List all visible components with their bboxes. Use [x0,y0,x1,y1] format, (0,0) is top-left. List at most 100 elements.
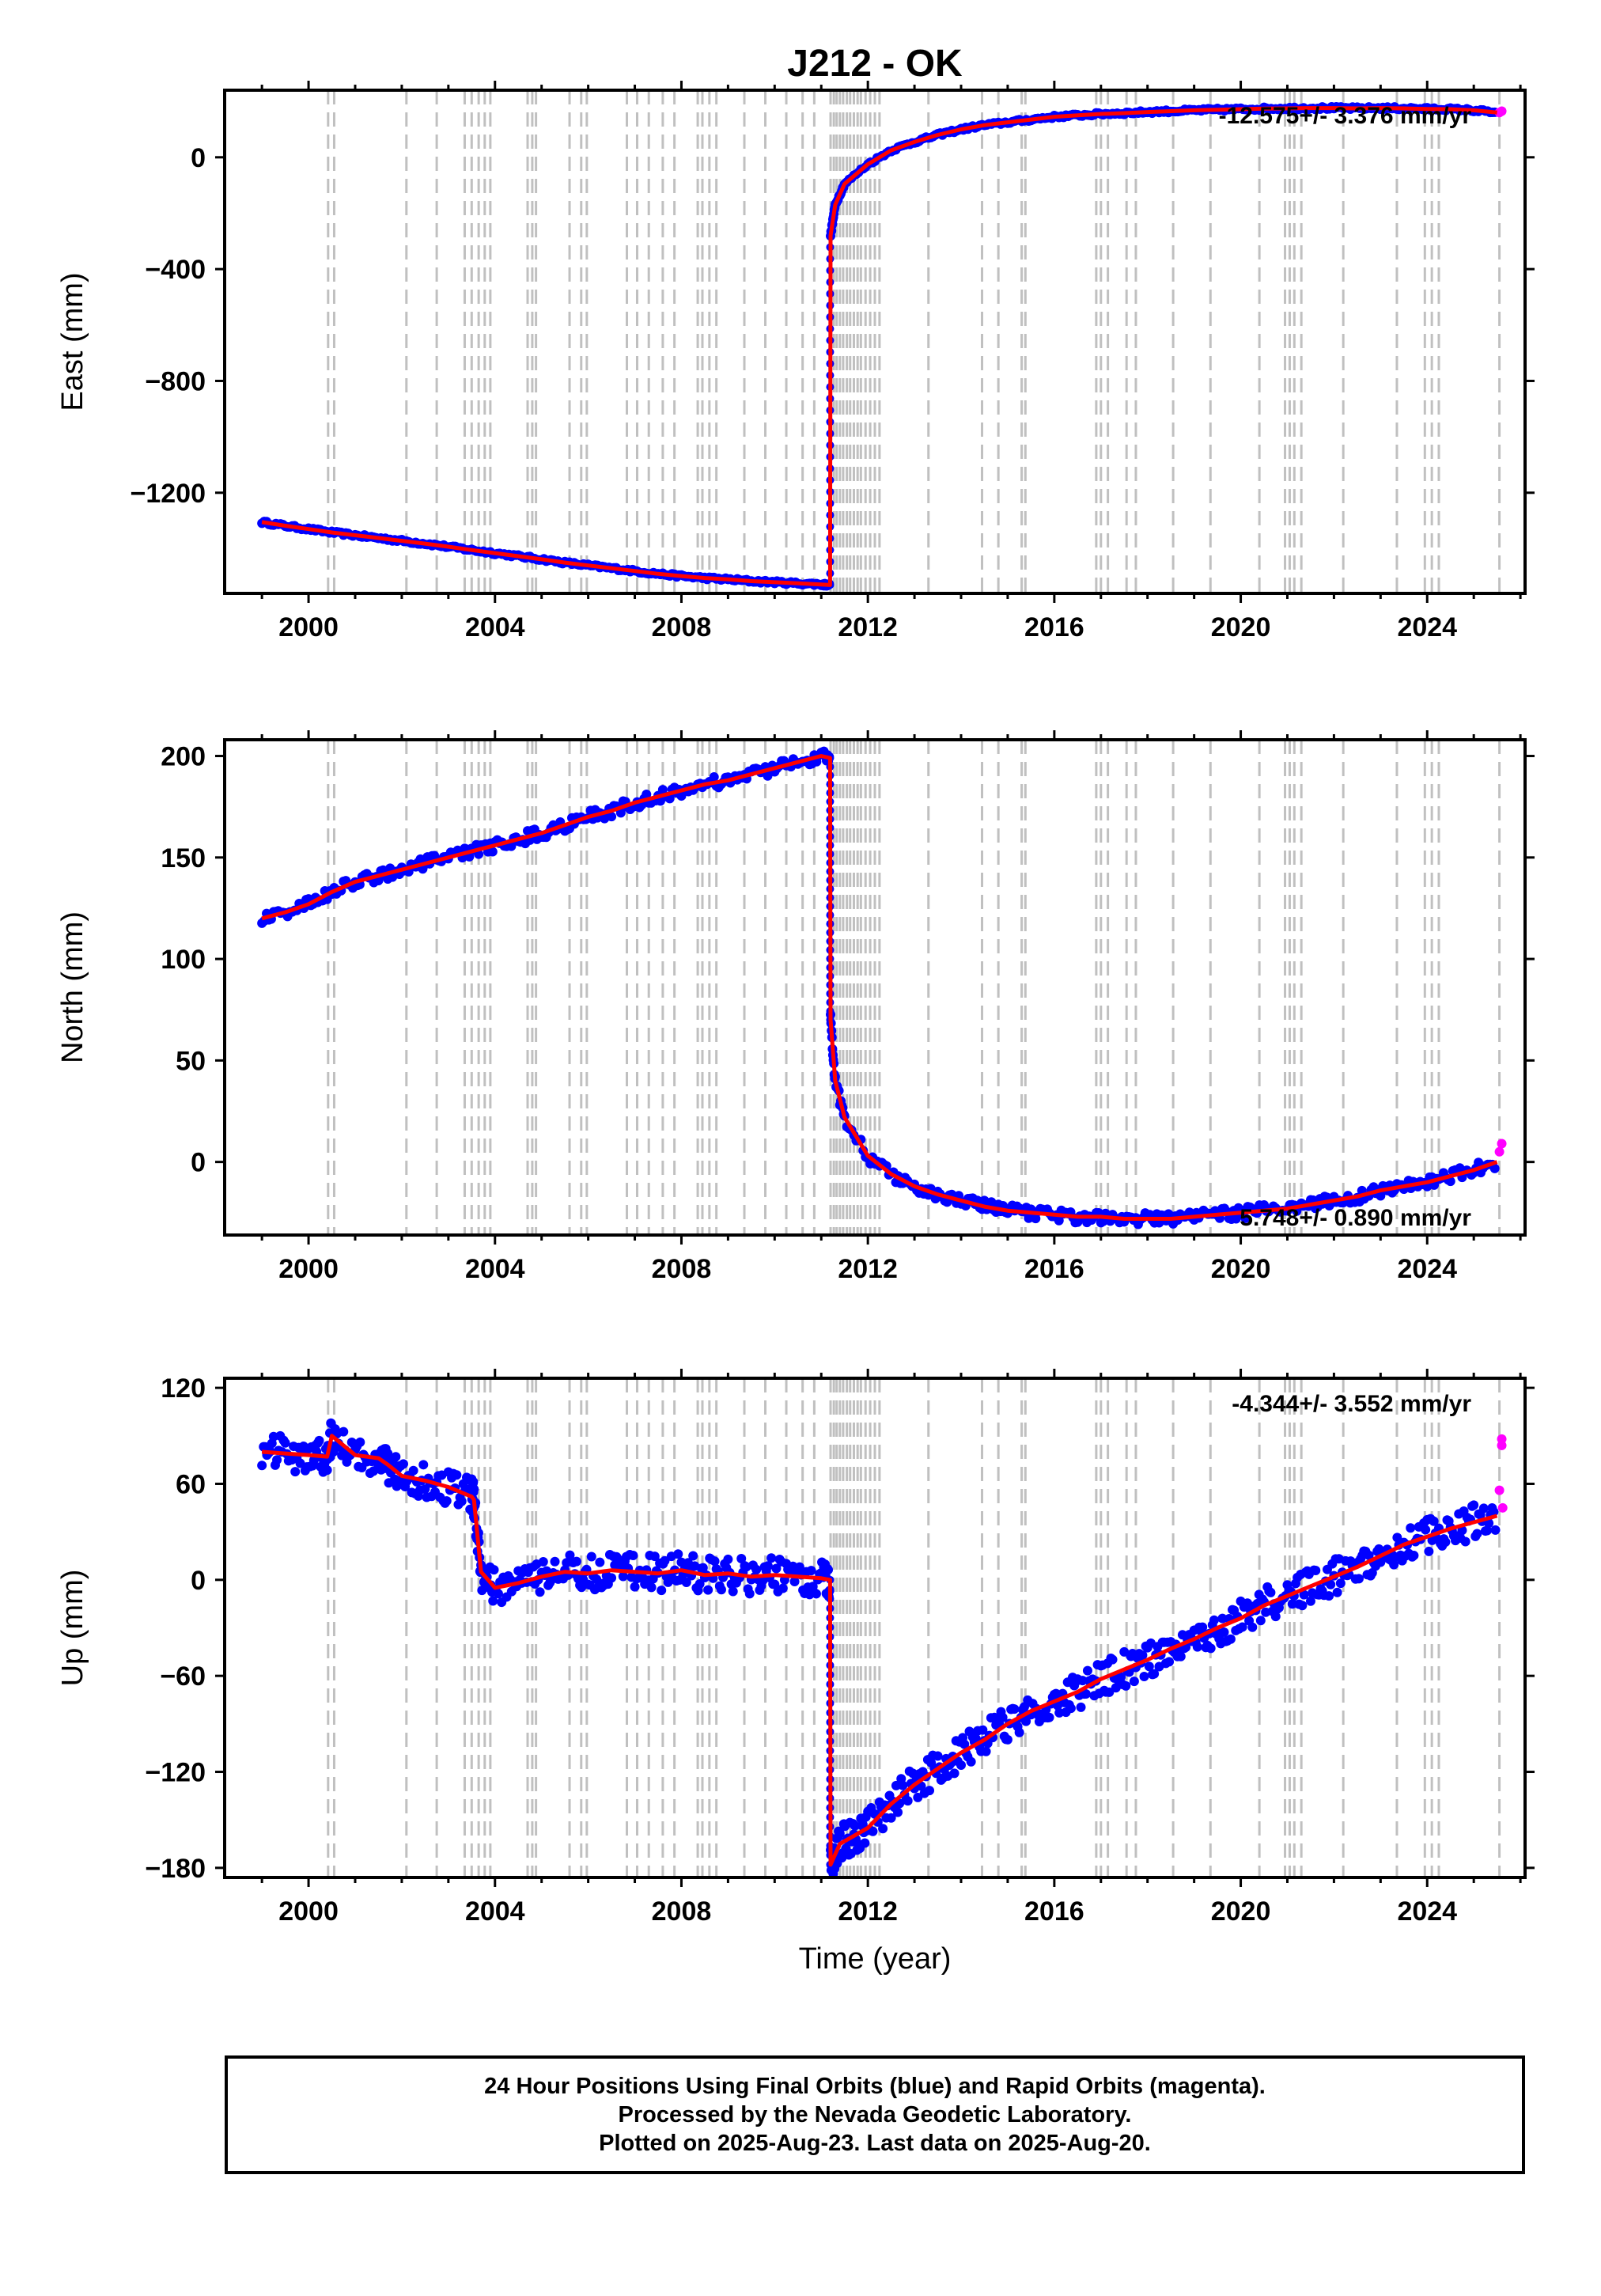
data-point [1472,1529,1482,1539]
velocity-annotation: -12.575+/- 3.376 mm/yr [1219,103,1472,129]
x-tick-label: 2004 [465,1896,525,1927]
x-tick-label: 2012 [838,1896,898,1927]
data-point [1255,1616,1266,1626]
data-point [506,841,517,851]
footer-caption-box: 24 Hour Positions Using Final Orbits (bl… [225,2055,1525,2174]
data-point [1237,1622,1247,1632]
data-point [1270,1612,1281,1622]
data-point [538,1557,548,1567]
y-tick-label: −180 [145,1854,206,1884]
data-point [1297,1601,1308,1611]
data-point [1353,1574,1364,1584]
x-tick-label: 2020 [1211,1896,1271,1927]
data-point [550,1556,560,1567]
data-point [1116,1672,1126,1682]
x-tick-label: 2000 [278,612,339,642]
data-point [1376,1191,1386,1201]
x-tick-label: 2020 [1211,1254,1271,1284]
data-point [1209,1615,1219,1625]
y-tick-label: 50 [176,1046,206,1076]
data-point [1424,1546,1434,1556]
data-point [835,1828,845,1839]
x-axis: 2000 2004 2008 2012 2016 2020 2024 [260,81,1522,642]
data-point [1324,1591,1334,1601]
data-point [806,1566,816,1576]
data-point [744,1589,755,1599]
rapid-orbit-point [1497,1139,1507,1149]
data-point [763,1561,773,1571]
data-point [1082,1665,1092,1676]
data-point [710,1556,720,1567]
data-point [698,1563,708,1573]
y-tick-label: −800 [145,366,206,396]
data-point [1421,1525,1431,1535]
data-point [452,1470,462,1480]
data-point [1009,1704,1020,1714]
y-axis-label: Up (mm) [56,1570,89,1687]
data-point [657,1586,667,1596]
data-point [933,1751,943,1761]
data-point [630,1582,640,1592]
data-point [399,1459,409,1469]
footer-line-1: 24 Hour Positions Using Final Orbits (bl… [484,2074,1266,2099]
y-tick-label: 150 [161,843,206,873]
data-point [997,1712,1008,1722]
data-point [418,1460,429,1470]
y-axis: 120 60 0 −60 −120 −180 [145,1373,1535,1884]
data-point [766,1553,777,1563]
data-point [770,1579,780,1589]
velocity-annotation: 5.748+/- 0.890 mm/yr [1240,1205,1471,1231]
data-point [1065,1703,1076,1714]
data-point [1219,1627,1229,1637]
data-point [903,1796,913,1806]
data-point [1164,1657,1175,1667]
data-point [392,1481,402,1491]
x-axis: 2000 2004 2008 2012 2016 2020 2024 [260,1369,1522,1927]
data-point [673,1549,683,1559]
data-point [868,1826,878,1836]
data-point [1002,1734,1012,1745]
data-point [280,1438,290,1448]
data-point [681,1577,691,1587]
y-tick-label: 200 [161,742,206,772]
data-point [1137,1650,1148,1661]
panel-north: 2000 2004 2008 2012 2016 2020 2024 0 50 100 150 200… [56,730,1535,1284]
data-point [1482,1525,1493,1536]
x-tick-label: 2024 [1397,612,1457,642]
data-point [1490,1525,1501,1535]
data-point [1489,1163,1500,1173]
data-point [1129,1677,1139,1687]
data-layer [257,101,1507,591]
data-point [328,1447,339,1457]
data-point [850,1821,860,1831]
data-point [794,1562,804,1572]
data-point [1205,1643,1216,1654]
data-point [642,790,652,800]
model-line [261,1434,1498,1867]
data-point [1305,1596,1315,1606]
velocity-annotation: -4.344+/- 3.552 mm/yr [1232,1391,1471,1417]
data-point [1144,1661,1154,1672]
data-point [771,1563,782,1574]
data-point [893,1807,903,1817]
rapid-orbit-point [1494,1485,1504,1495]
data-point [308,1455,319,1465]
event-lines [327,740,1501,1235]
data-point [1406,1523,1416,1533]
rapid-orbit-point [1497,1434,1507,1444]
data-point [1217,1613,1228,1623]
y-tick-label: −60 [160,1661,206,1692]
data-point [789,1577,800,1587]
data-point [660,1555,670,1566]
data-point [290,1467,301,1477]
data-point [355,1437,365,1447]
data-point [1054,1215,1064,1226]
data-point [981,1746,991,1756]
data-point [811,1589,821,1599]
data-point [314,1435,324,1445]
data-point [966,1756,976,1767]
x-tick-label: 2012 [838,612,898,642]
data-point [257,1461,267,1471]
data-point [1389,1559,1399,1570]
